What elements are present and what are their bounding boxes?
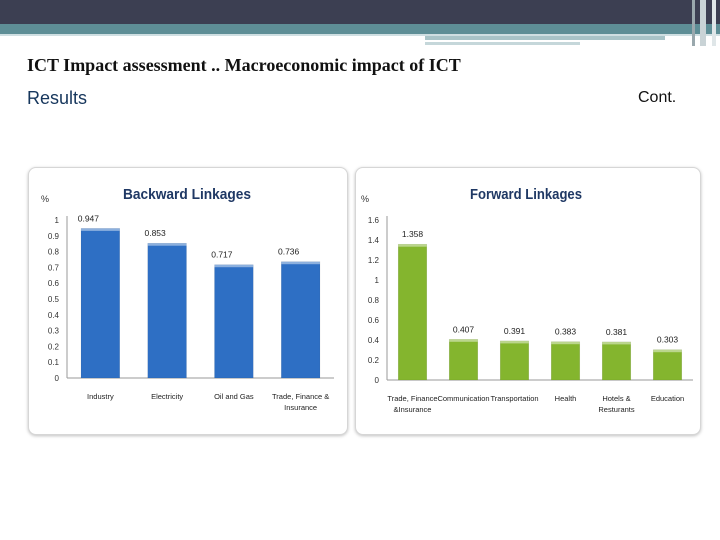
chart-1-data-label: 0.391 — [504, 326, 526, 336]
chart-1-data-label: 1.358 — [402, 229, 424, 239]
chart-1-bar — [550, 341, 581, 381]
chart-1-y-tick-label: 1.6 — [368, 216, 380, 225]
backward-linkages-chart: Backward Linkages% 0 0.1 0.2 0.3 0.4 0.5 0.6 0.7… — [41, 186, 334, 412]
chart-0-bar-highlight — [281, 261, 320, 265]
chart-0-bar — [147, 242, 187, 379]
chart-1-y-tick-label: 0 — [375, 376, 380, 385]
chart-0-y-tick-label: 0.1 — [48, 358, 60, 367]
slide-corner-stripe — [700, 0, 706, 46]
chart-0-title: Backward Linkages — [123, 186, 251, 203]
slide-title: ICT Impact assessment .. Macroeconomic i… — [27, 55, 461, 75]
chart-1-y-tick-label: 0.6 — [368, 316, 380, 325]
slide-subtitle: Results — [27, 88, 88, 108]
chart-0-y-tick-label: 1 — [55, 216, 60, 225]
chart-1-bar — [601, 341, 632, 381]
chart-1-bar-highlight — [500, 340, 529, 344]
chart-0-y-tick-label: 0.6 — [48, 279, 60, 288]
chart-1-title: Forward Linkages — [470, 186, 582, 203]
chart-0-category-label: Trade, Finance & — [272, 392, 329, 401]
chart-1-y-tick-label: 1.4 — [368, 236, 380, 245]
chart-1-data-label: 0.407 — [453, 324, 475, 334]
chart-1-category-label: &Insurance — [394, 405, 432, 414]
chart-0-bar — [214, 264, 254, 379]
chart-1-bar — [652, 349, 683, 381]
chart-1-bar-highlight — [602, 341, 631, 345]
chart-0-y-tick-label: 0.5 — [48, 295, 60, 304]
continued-label: Cont. — [638, 89, 677, 106]
chart-0-data-label: 0.853 — [144, 228, 166, 238]
chart-1-y-tick-label: 1 — [375, 276, 380, 285]
chart-0-category-label: Electricity — [151, 392, 183, 401]
chart-0-y-tick-label: 0.8 — [48, 248, 60, 257]
chart-1-y-tick-label: 0.4 — [368, 336, 380, 345]
chart-1-data-label: 0.303 — [657, 335, 679, 345]
chart-1-ylabel: % — [361, 194, 369, 204]
chart-1-category-label: Health — [555, 394, 577, 403]
chart-1-category-label: Transportation — [490, 394, 538, 403]
slide-top-bar — [0, 0, 720, 24]
chart-1-data-label: 0.381 — [606, 327, 628, 337]
chart-0-y-tick-label: 0.7 — [48, 263, 60, 272]
chart-1-category-label: Trade, Finance — [387, 394, 437, 403]
chart-1-bar-highlight — [449, 339, 478, 342]
chart-0-category-label: Oil and Gas — [214, 392, 254, 401]
chart-1-bar — [499, 340, 530, 381]
chart-0-category-label: Industry — [87, 392, 114, 401]
chart-1-bar-highlight — [653, 349, 682, 353]
chart-1-category-label: Education — [651, 394, 684, 403]
chart-1-y-tick-label: 1.2 — [368, 256, 380, 265]
slide-accent-bar — [425, 36, 665, 40]
chart-1-category-label: Communication — [437, 394, 489, 403]
chart-1-category-label: Resturants — [598, 405, 635, 414]
chart-0-bar-highlight — [214, 264, 254, 268]
chart-0-data-label: 0.736 — [278, 247, 300, 257]
slide-accent-line — [0, 34, 720, 36]
chart-0-y-tick-label: 0.2 — [48, 342, 60, 351]
chart-1-y-tick-label: 0.8 — [368, 296, 380, 305]
chart-0-bar-highlight — [81, 228, 120, 231]
chart-0-ylabel: % — [41, 194, 49, 204]
chart-1-bar — [397, 243, 428, 381]
chart-0-data-label: 0.717 — [211, 250, 233, 260]
chart-0-bar-highlight — [147, 243, 187, 246]
chart-0-y-tick-label: 0.3 — [48, 327, 60, 336]
forward-linkages-chart: Forward Linkages% 0 0.2 0.4 0.6 0.8 1 1.2 1.4 1.6… — [361, 186, 693, 414]
chart-1-bar — [448, 339, 479, 381]
chart-1-data-label: 0.383 — [555, 327, 577, 337]
chart-1-bar-highlight — [398, 244, 427, 247]
chart-1-bar-highlight — [551, 341, 580, 345]
chart-0-y-tick-label: 0.9 — [48, 232, 60, 241]
chart-0-bar — [281, 261, 321, 379]
backward-linkages-chart-panel: Backward Linkages% 0 0.1 0.2 0.3 0.4 0.5 0.6 0.7… — [28, 167, 348, 435]
chart-1-category-label: Hotels & — [602, 394, 630, 403]
chart-1-y-tick-label: 0.2 — [368, 356, 380, 365]
chart-0-bar — [80, 228, 120, 379]
forward-linkages-chart-panel: Forward Linkages% 0 0.2 0.4 0.6 0.8 1 1.2 1.4 1.6… — [355, 167, 701, 435]
chart-0-y-tick-label: 0.4 — [48, 311, 60, 320]
slide-corner-stripe — [692, 0, 695, 46]
slide-corner-stripe — [712, 0, 716, 46]
slide-accent-bar-secondary — [425, 42, 580, 45]
chart-0-data-label: 0.947 — [78, 213, 100, 223]
chart-0-y-tick-label: 0 — [55, 374, 60, 383]
slide-accent-band — [0, 24, 720, 34]
chart-0-category-label: Insurance — [284, 403, 317, 412]
